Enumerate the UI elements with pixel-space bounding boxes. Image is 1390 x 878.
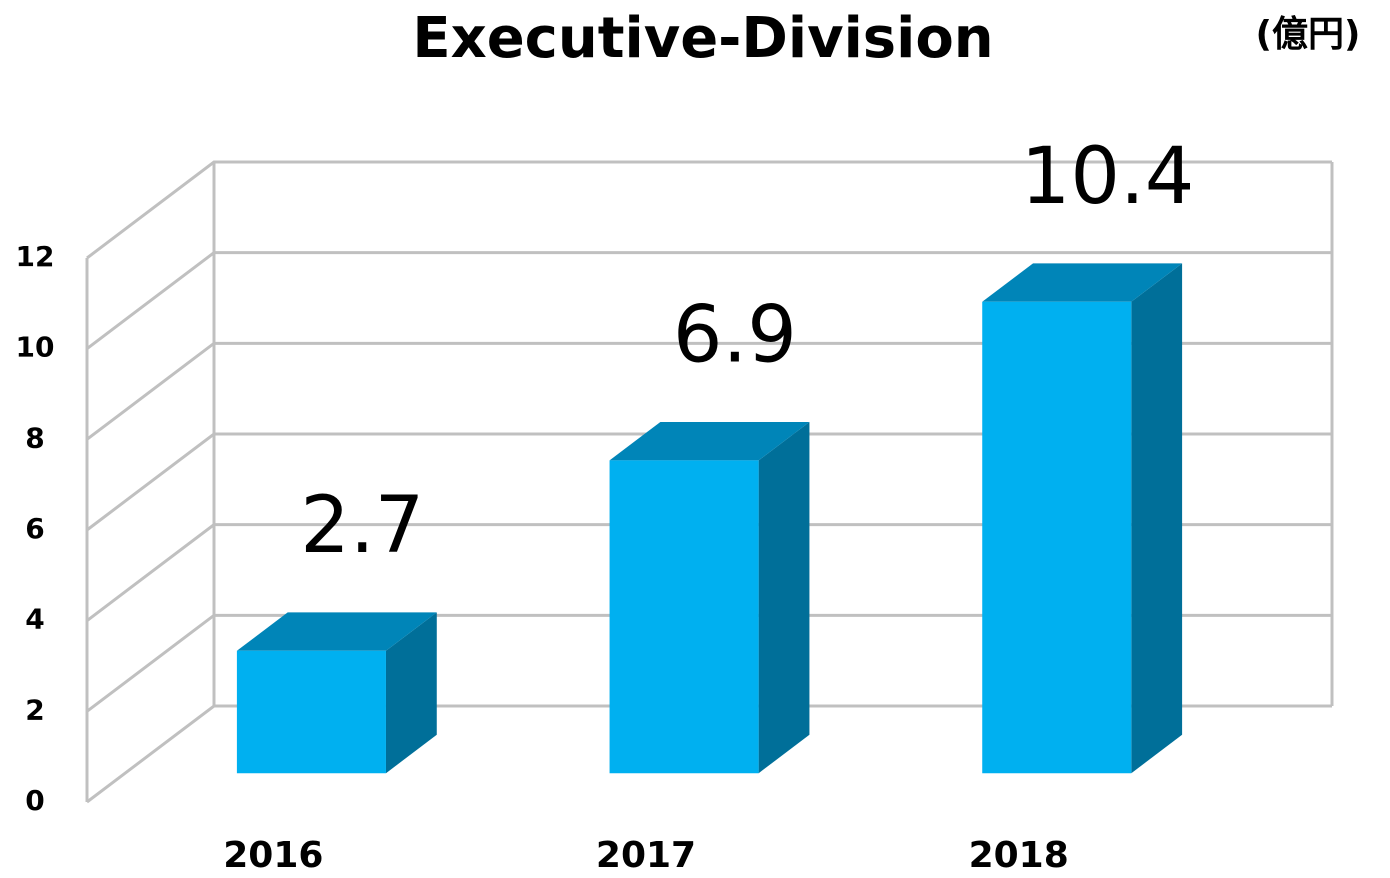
bar (982, 263, 1183, 774)
y-tick-label: 10 (16, 331, 55, 364)
bar-side (758, 422, 810, 774)
bar-side (385, 612, 437, 774)
value-label: 6.9 (673, 290, 797, 380)
grid-line (86, 341, 1332, 441)
bar-top (236, 612, 437, 651)
x-tick-label: 2016 (223, 835, 323, 876)
grid-line (86, 523, 1332, 622)
grid-line (86, 613, 1332, 713)
bar (609, 422, 810, 774)
y-tick-label: 4 (25, 603, 44, 636)
y-tick-label: 0 (25, 784, 44, 817)
chart-title: Executive-Division (412, 6, 993, 71)
unit-label: (億円) (1256, 14, 1361, 55)
x-tick-label: 2017 (596, 835, 696, 876)
bar-front (609, 460, 759, 774)
y-tick-label: 6 (25, 512, 44, 545)
grid-line (86, 251, 1332, 350)
bar-side (1131, 263, 1183, 774)
bar-front (982, 301, 1132, 774)
y-tick-label: 12 (16, 240, 55, 273)
x-tick-label: 2018 (969, 835, 1069, 876)
bar-top (609, 422, 810, 461)
grid-line (86, 160, 1332, 260)
value-label: 10.4 (1021, 132, 1195, 222)
bar (236, 612, 437, 774)
bar-front (236, 650, 386, 774)
grid-line (86, 432, 1332, 532)
bar-top (982, 263, 1183, 302)
grid-line (86, 704, 1332, 804)
y-tick-label: 8 (25, 421, 44, 454)
y-tick-label: 2 (25, 693, 44, 726)
value-label: 2.7 (300, 481, 424, 571)
